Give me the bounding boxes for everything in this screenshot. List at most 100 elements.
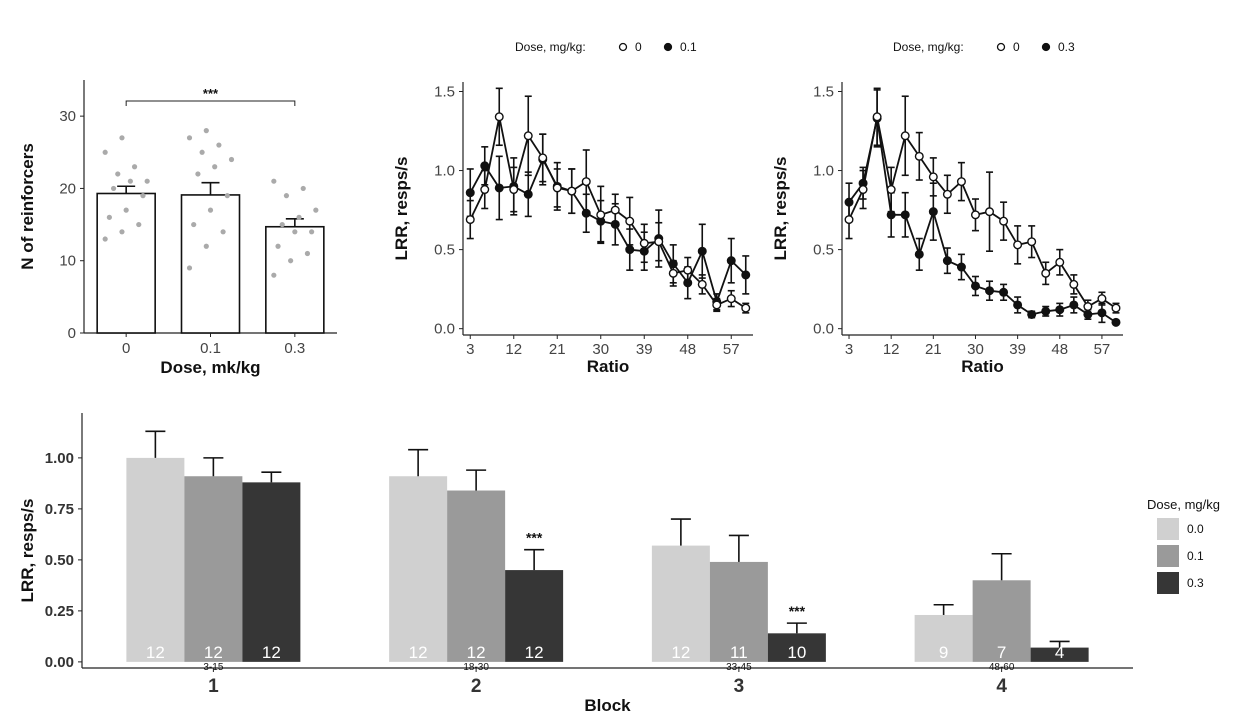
blocks-y-tick-label: 0.25 — [45, 603, 74, 620]
ratio03-point-0.3 — [1027, 309, 1037, 319]
ratio01-legend-key-0.1 — [663, 42, 673, 52]
ratio03-point-0.3 — [942, 256, 952, 266]
blocks-bar-n-label: 11 — [730, 643, 748, 662]
ratio01-point-0 — [596, 210, 606, 220]
blocks-y-tick-label: 0.75 — [45, 501, 74, 518]
ratio03-legend-label-0.3: 0.3 — [1058, 40, 1075, 54]
reinforcers-point — [115, 171, 121, 177]
ratio03-point-0 — [985, 207, 995, 217]
blocks-range-label: 18-30 — [463, 662, 489, 673]
ratio03-point-0 — [970, 210, 980, 220]
reinforcers-x-tick-label: 0.3 — [284, 340, 305, 357]
ratio03-y-label: LRR, resps/s — [771, 157, 790, 261]
ratio03-legend-key-0.3 — [1041, 42, 1051, 52]
ratio03-point-0 — [858, 185, 868, 195]
ratio01-x-tick-label: 48 — [679, 341, 696, 358]
reinforcers-point — [186, 265, 193, 271]
reinforcers-y-tick-label: 20 — [59, 180, 76, 197]
ratio03-series-0 — [844, 87, 1121, 314]
reinforcers-point — [271, 272, 277, 278]
ratio01-point-0.1 — [726, 256, 736, 266]
blocks-legend-key-0.1 — [1157, 545, 1179, 567]
reinforcers-point — [224, 193, 230, 199]
ratio01-y-tick-label: 1.0 — [434, 163, 455, 180]
blocks-x-tick-label: 2 — [471, 676, 482, 697]
blocks-bar-n-label: 10 — [787, 643, 806, 662]
ratio01-panel: 0.0 0.5 1.0 1.5 3 12 21 30 39 48 57 Dose, mg/kg: 0 0.… — [392, 40, 753, 376]
ratio03-y-tick-label: 0.5 — [813, 242, 834, 259]
blocks-range-label: 33-45 — [726, 662, 752, 673]
blocks-significance-label: *** — [526, 530, 543, 546]
reinforcers-point — [207, 207, 214, 213]
ratio03-x-tick-label: 30 — [967, 341, 984, 358]
reinforcers-point — [212, 164, 218, 170]
ratio01-point-0 — [465, 215, 475, 225]
reinforcers-point — [186, 135, 193, 141]
ratio01-point-0 — [668, 268, 678, 278]
ratio03-point-0 — [914, 151, 924, 161]
ratio01-point-0 — [639, 238, 649, 248]
ratio01-x-label: Ratio — [587, 357, 630, 376]
ratio03-point-0.3 — [900, 210, 910, 220]
blocks-bar-n-label: 12 — [204, 643, 223, 662]
ratio01-point-0 — [683, 265, 693, 275]
reinforcers-bar-0.3 — [265, 225, 325, 334]
reinforcers-point — [127, 178, 133, 184]
ratio03-x-tick-label: 12 — [883, 341, 900, 358]
ratio03-point-0.3 — [970, 281, 980, 291]
ratio03-point-0.3 — [914, 249, 924, 259]
reinforcers-point — [144, 178, 150, 184]
blocks-y-tick-label: 0.00 — [45, 654, 74, 671]
blocks-bar-n-label: 12 — [409, 643, 428, 662]
reinforcers-point — [136, 221, 142, 228]
reinforcers-point — [288, 258, 294, 264]
blocks-bar-2-0.3 — [505, 570, 564, 662]
ratio01-x-tick-label: 57 — [723, 341, 740, 358]
blocks-bar-n-label: 7 — [997, 643, 1006, 662]
ratio01-y-tick-label: 1.5 — [434, 83, 455, 100]
ratio01-legend-key-0 — [618, 42, 628, 52]
reinforcers-point — [292, 229, 298, 235]
reinforcers-point — [123, 207, 129, 213]
ratio03-point-0 — [886, 185, 896, 195]
ratio03-point-0.3 — [1013, 300, 1023, 310]
ratio01-point-0.1 — [480, 161, 490, 171]
blocks-bar-3-0.3 — [767, 633, 826, 662]
reinforcers-point — [102, 236, 108, 242]
blocks-y-label: LRR, resps/s — [18, 499, 37, 603]
reinforcers-point — [199, 149, 205, 155]
reinforcers-point — [203, 243, 209, 249]
blocks-legend-label-0.1: 0.1 — [1187, 549, 1204, 563]
blocks-significance-label: *** — [789, 603, 806, 619]
blocks-range-label: 3-15 — [203, 662, 223, 673]
ratio01-legend-label-0.1: 0.1 — [680, 40, 697, 54]
ratio01-point-0 — [567, 186, 577, 196]
ratio01-point-0 — [697, 279, 707, 289]
reinforcers-point — [119, 135, 125, 141]
reinforcers-point — [106, 214, 112, 220]
blocks-bar-4-0.1 — [972, 580, 1031, 662]
reinforcers-point — [195, 171, 201, 177]
ratio03-point-0 — [1041, 268, 1051, 278]
ratio03-legend: Dose, mg/kg: 0 0.3 — [893, 40, 1075, 54]
reinforcers-y-tick-label: 30 — [59, 108, 76, 125]
ratio03-point-0 — [1069, 279, 1079, 289]
ratio03-x-tick-label: 57 — [1094, 341, 1111, 358]
ratio01-x-tick-label: 21 — [549, 341, 566, 358]
reinforcers-point — [110, 185, 117, 192]
ratio01-point-0.1 — [697, 246, 707, 256]
ratio03-point-0.3 — [928, 207, 938, 217]
ratio03-legend-key-0 — [996, 42, 1006, 52]
ratio03-point-0 — [1055, 257, 1065, 267]
ratio03-point-0.3 — [1069, 300, 1079, 310]
ratio03-point-0 — [956, 177, 966, 187]
reinforcers-point — [216, 142, 222, 148]
ratio03-point-0 — [844, 215, 854, 225]
reinforcers-point — [296, 214, 302, 220]
reinforcers-point — [271, 178, 277, 184]
blocks-bar-n-label: 12 — [467, 643, 486, 662]
reinforcers-point — [102, 149, 108, 155]
blocks-bar-3-0.0 — [651, 545, 710, 662]
ratio01-point-0 — [654, 237, 664, 247]
ratio01-legend-label-0: 0 — [635, 40, 642, 54]
